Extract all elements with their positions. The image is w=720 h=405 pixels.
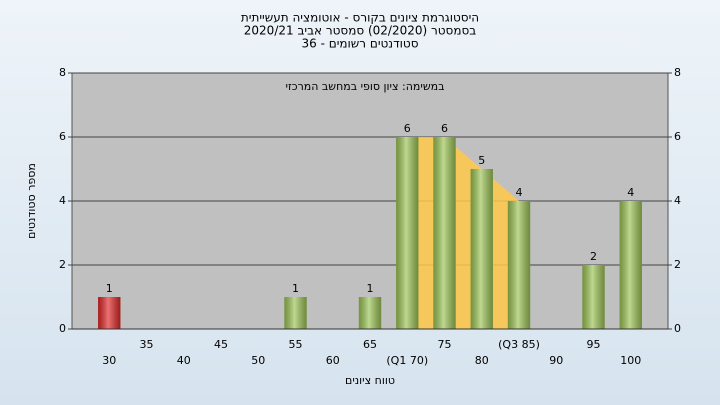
bar-shade <box>507 201 531 329</box>
y-tick-label: 8 <box>674 66 681 79</box>
x-tick-label: 95 <box>587 338 601 351</box>
bar-shade <box>433 137 456 329</box>
y-tick-label: 6 <box>59 130 66 143</box>
x-tick-label: 45 <box>214 338 228 351</box>
x-tick-label: 40 <box>177 354 191 367</box>
y-axis-label: מספר סטודנטים <box>25 163 38 239</box>
data-label: 2 <box>590 250 597 263</box>
x-tick-label: 50 <box>251 354 265 367</box>
bar-shade <box>396 137 419 329</box>
annotation: במשימה: ציון סופי במחשב המרכזי <box>285 80 444 93</box>
chart-title: היסטוגרמת ציונים בקורס - אוטומציה תעשיית… <box>241 11 479 25</box>
bar-shade <box>619 201 642 329</box>
x-axis-label: טווח ציונים <box>345 374 395 387</box>
y-tick-label: 0 <box>674 322 681 335</box>
data-label: 1 <box>367 282 374 295</box>
y-tick-label: 8 <box>59 66 66 79</box>
data-label: 4 <box>627 186 634 199</box>
x-tick-label: 35 <box>140 338 154 351</box>
data-label: 6 <box>441 122 448 135</box>
x-tick-label: 30 <box>102 354 116 367</box>
data-label: 5 <box>478 154 485 167</box>
y-tick-label: 4 <box>674 194 681 207</box>
y-tick-label: 4 <box>59 194 66 207</box>
data-label: 1 <box>292 282 299 295</box>
x-tick-label: (Q1 70) <box>386 354 428 367</box>
bar-shade <box>470 169 493 329</box>
chart-subtitle: בסמסטר (02/2020) סמסטר אביב 2020/21 <box>244 24 476 38</box>
y-tick-label: 2 <box>674 258 681 271</box>
x-tick-label: 100 <box>620 354 641 367</box>
y-tick-label: 6 <box>674 130 681 143</box>
bar-shade <box>358 297 382 329</box>
x-tick-label: (Q3 85) <box>498 338 540 351</box>
bar-shade <box>284 297 307 329</box>
x-tick-label: 75 <box>438 338 452 351</box>
data-label: 6 <box>404 122 411 135</box>
bar-shade <box>98 297 121 329</box>
chart-subtitle: סטודנטים רשומים - 36 <box>301 37 418 51</box>
x-tick-label: 60 <box>326 354 340 367</box>
y-tick-label: 0 <box>59 322 66 335</box>
data-label: 4 <box>516 186 523 199</box>
bar-shade <box>582 265 605 329</box>
x-tick-label: 90 <box>549 354 563 367</box>
x-tick-label: 65 <box>363 338 377 351</box>
x-tick-label: 80 <box>475 354 489 367</box>
x-tick-label: 55 <box>289 338 303 351</box>
data-label: 1 <box>106 282 113 295</box>
y-tick-label: 2 <box>59 258 66 271</box>
